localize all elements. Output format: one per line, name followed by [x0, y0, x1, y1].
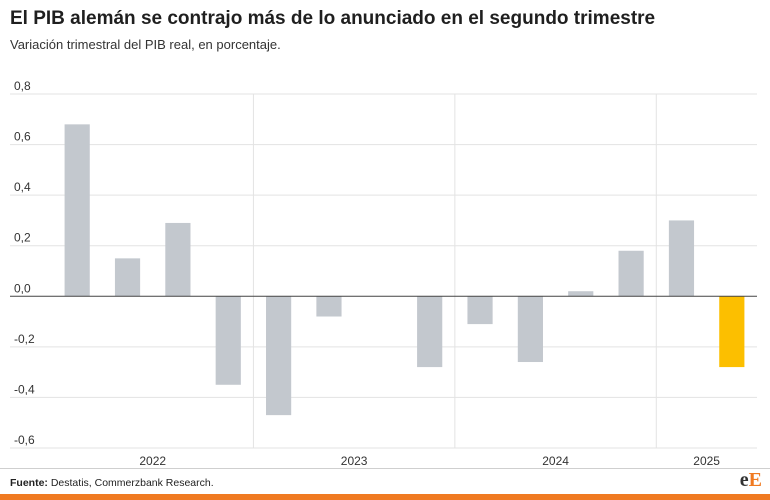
bar: [316, 296, 342, 317]
x-year-label: 2025: [693, 454, 720, 468]
y-tick-label: -0,2: [14, 332, 35, 346]
bar: [165, 222, 191, 297]
y-tick-label: -0,6: [14, 433, 35, 447]
bar: [568, 291, 594, 297]
bar: [618, 250, 644, 297]
bar-highlight: [719, 296, 745, 368]
chart-title: El PIB alemán se contrajo más de lo anun…: [10, 8, 656, 29]
bar: [467, 296, 493, 325]
bar: [215, 296, 241, 385]
brand-logo: eE: [740, 470, 762, 490]
bar: [64, 124, 90, 297]
x-year-label: 2023: [341, 454, 368, 468]
logo-letter-E: E: [748, 469, 762, 491]
y-tick-label: 0,0: [14, 281, 31, 295]
x-year-label: 2022: [139, 454, 166, 468]
x-year-label: 2024: [542, 454, 569, 468]
brand-bar: [0, 494, 770, 500]
bar: [417, 296, 443, 368]
logo-letter-e: e: [739, 469, 749, 491]
source-label: Fuente:: [10, 477, 48, 489]
y-tick-label: 0,4: [14, 180, 31, 194]
y-tick-label: 0,6: [14, 130, 31, 144]
bar-chart: 0,8 0,6 0,4 0,2 0,0 -0,2 -0,4 -0,6 2022 2023 2024 2…: [10, 79, 757, 468]
y-tick-label: 0,8: [14, 79, 31, 93]
source-note: Fuente: Destatis, Commerzbank Research.: [10, 477, 214, 489]
footer-divider: [0, 468, 770, 469]
bar: [517, 296, 543, 363]
y-tick-label: -0,4: [14, 382, 35, 396]
chart-subtitle: Variación trimestral del PIB real, en po…: [10, 37, 281, 52]
bar: [266, 296, 292, 416]
bar: [114, 258, 141, 297]
source-text: Destatis, Commerzbank Research.: [50, 477, 214, 489]
bar: [668, 220, 695, 297]
y-tick-label: 0,2: [14, 231, 31, 245]
